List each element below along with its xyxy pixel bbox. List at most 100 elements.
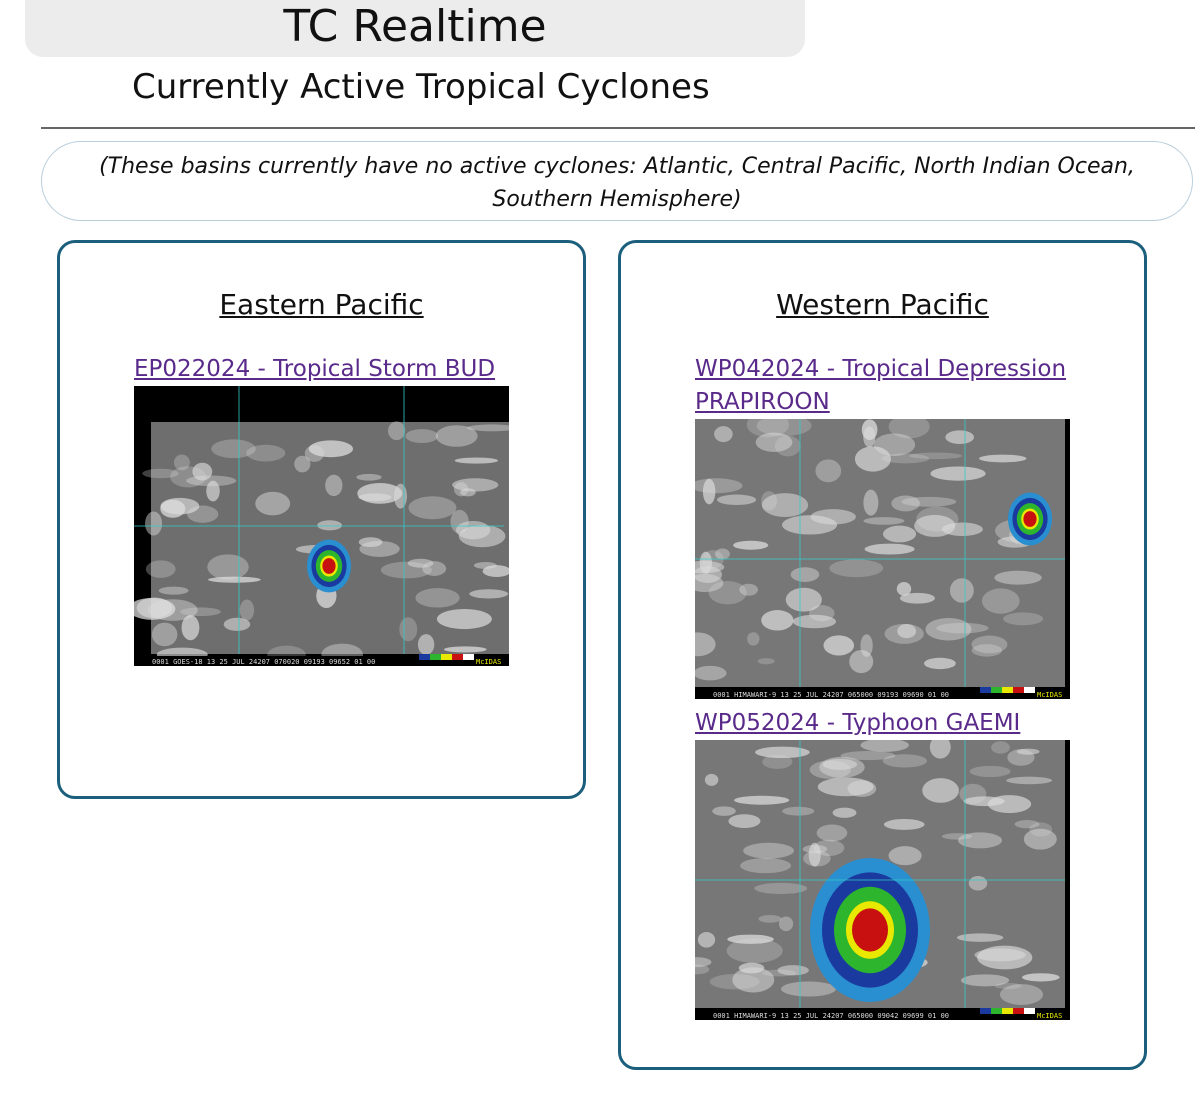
cloud <box>732 967 775 993</box>
satellite-image[interactable]: 0001 HIMAWARI-9 13 25 JUL 24207 065000 0… <box>679 412 1070 703</box>
cloud <box>208 576 261 583</box>
satellite-image[interactable]: 0001 HIMAWARI-9 13 25 JUL 24207 065000 0… <box>680 735 1070 1024</box>
color-scale <box>1002 1008 1013 1014</box>
cloud <box>712 806 736 816</box>
image-footer <box>695 689 1070 699</box>
basin-panel <box>57 240 586 799</box>
cloud <box>854 446 891 472</box>
cloud <box>901 496 957 507</box>
cloud <box>180 607 221 617</box>
cloud <box>1023 828 1057 850</box>
cloud <box>881 453 930 464</box>
storm-cloud <box>1023 511 1037 527</box>
divider <box>41 127 1195 129</box>
cloud <box>888 414 930 439</box>
cloud <box>792 614 837 629</box>
cloud <box>754 882 808 894</box>
storm-link[interactable]: EP022024 - Tropical Storm BUD <box>134 356 496 382</box>
color-scale <box>1013 687 1024 693</box>
cloud <box>460 488 476 497</box>
cloud <box>987 795 1032 814</box>
cloud <box>206 480 220 502</box>
cloud <box>991 741 1010 754</box>
color-scale <box>452 654 463 660</box>
cloud <box>357 483 403 504</box>
image-logo: McIDAS <box>476 658 501 666</box>
cloud <box>708 580 747 605</box>
cloud <box>829 559 884 578</box>
satellite-image[interactable]: 0001 GOES-18 13 25 JUL 24207 070020 0919… <box>128 386 517 683</box>
cloud <box>809 760 851 779</box>
storm-link[interactable]: WP052024 - Typhoon GAEMI <box>695 710 1021 736</box>
storm-link[interactable]: WP042024 - Tropical Depression PRAPIROON <box>695 356 1067 415</box>
cloud <box>443 646 487 653</box>
cloud <box>407 558 434 568</box>
cloud <box>774 435 801 457</box>
color-scale <box>1013 1008 1024 1014</box>
cloud <box>971 644 1003 657</box>
cloud <box>777 965 809 976</box>
cloud <box>466 424 517 432</box>
cloud <box>813 839 845 856</box>
cloud <box>704 773 719 786</box>
cloud <box>896 581 912 596</box>
cloud <box>359 540 400 557</box>
cloud <box>823 635 855 656</box>
cloud <box>1003 612 1044 626</box>
cloud <box>761 610 794 631</box>
cloud <box>294 455 311 473</box>
cloud <box>246 444 286 462</box>
cloud <box>450 509 469 534</box>
cloud <box>452 478 499 492</box>
cloud <box>941 522 983 537</box>
cloud <box>882 525 917 543</box>
cloud <box>762 754 793 769</box>
color-scale <box>1002 687 1013 693</box>
cloud <box>727 934 774 944</box>
image-footer <box>695 1010 1070 1020</box>
cloud <box>781 981 836 997</box>
color-scale <box>1024 687 1035 693</box>
cloud <box>739 583 758 596</box>
cloud <box>761 493 809 518</box>
cloud <box>356 473 382 481</box>
cloud <box>186 475 237 487</box>
cloud <box>864 543 915 555</box>
cloud <box>968 875 988 891</box>
image-canvas: 0001 HIMAWARI-9 13 25 JUL 24207 065000 0… <box>679 412 1070 699</box>
cloud <box>255 491 291 516</box>
cloud <box>239 599 255 621</box>
cloud <box>782 515 838 535</box>
cloud <box>223 617 251 631</box>
cloud <box>816 824 848 842</box>
cloud <box>207 554 249 580</box>
cloud <box>778 916 794 932</box>
basin-heading: Western Pacific <box>776 288 989 321</box>
cloud <box>211 439 256 459</box>
cloud <box>882 754 928 768</box>
cloud <box>819 756 865 778</box>
image-canvas: 0001 GOES-18 13 25 JUL 24207 070020 0919… <box>128 386 517 683</box>
cloud <box>808 842 821 867</box>
cloud <box>422 561 447 576</box>
cloud <box>808 605 835 622</box>
cloud <box>785 587 822 612</box>
cloud <box>473 561 497 569</box>
cloud <box>956 933 1004 942</box>
cloud <box>803 850 831 867</box>
cloud <box>883 819 925 830</box>
cloud <box>922 778 959 803</box>
cloud <box>304 445 325 462</box>
cloud <box>756 415 812 436</box>
cloud <box>981 588 1020 614</box>
page-subtitle: Currently Active Tropical Cyclones <box>132 67 710 107</box>
cloud <box>325 474 343 497</box>
cloud <box>1016 748 1040 755</box>
cloud <box>971 635 1008 654</box>
cloud <box>860 738 909 752</box>
color-scale <box>441 654 452 660</box>
cloud <box>693 665 727 681</box>
cloud <box>482 565 511 577</box>
